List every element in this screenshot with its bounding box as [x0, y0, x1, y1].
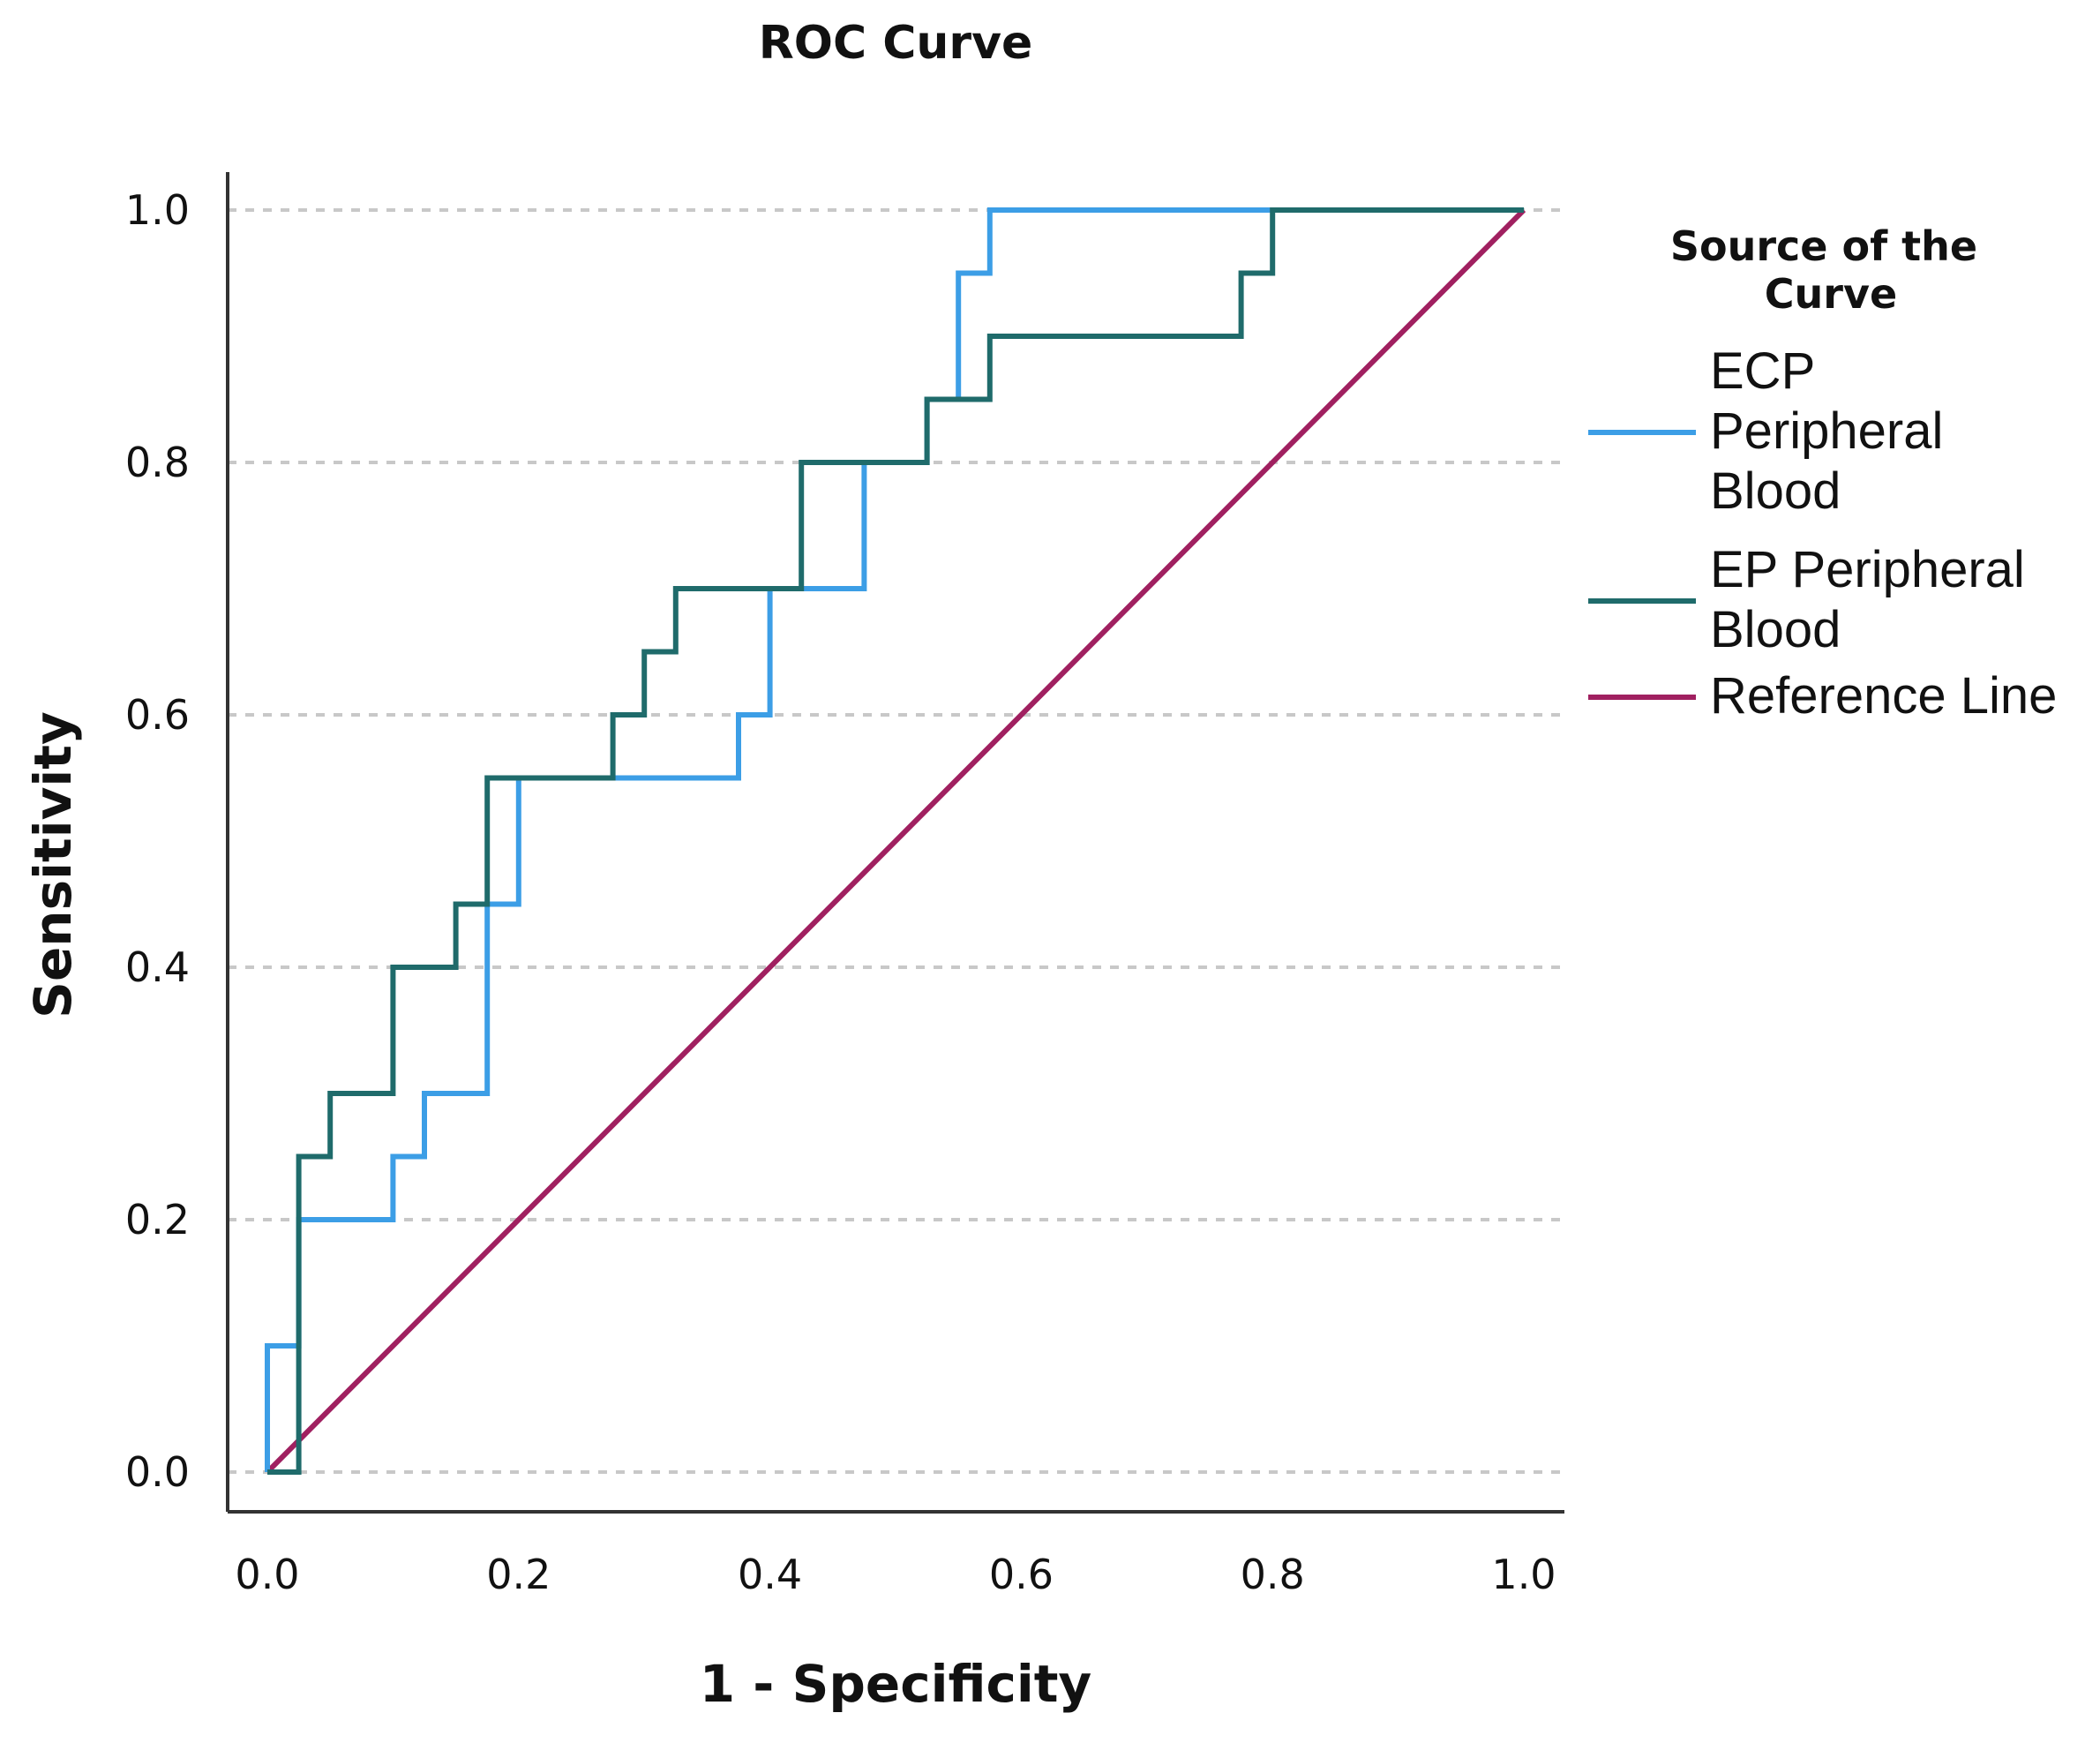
y-tick-label-4: 0.8 [125, 439, 190, 486]
y-tick-labels: 0.0 0.2 0.4 0.6 0.8 1.0 [125, 186, 190, 1496]
x-tick-labels: 0.0 0.2 0.4 0.6 0.8 1.0 [235, 1551, 1556, 1598]
y-axis-title: Sensitivity [23, 711, 83, 1018]
x-tick-label-3: 0.6 [989, 1551, 1054, 1598]
chart-title: ROC Curve [759, 17, 1033, 70]
legend-label-2-line-0: Reference Line [1710, 667, 2057, 725]
x-axis-title: 1 - Specificity [700, 1654, 1092, 1714]
legend-label-0-line-2: Blood [1710, 462, 1841, 520]
x-tick-label-2: 0.4 [738, 1551, 802, 1598]
legend-label-2: Reference Line [1710, 667, 2057, 725]
y-tick-label-0: 0.0 [125, 1448, 190, 1496]
x-tick-label-1: 0.2 [486, 1551, 551, 1598]
x-tick-label-4: 0.8 [1241, 1551, 1305, 1598]
legend-label-0-line-0: ECP [1710, 342, 1815, 400]
legend-label-1-line-0: EP Peripheral [1710, 541, 2025, 598]
y-tick-label-3: 0.6 [125, 691, 190, 739]
legend-label-1-line-1: Blood [1710, 601, 1841, 658]
legend: Source of the Curve ECP Peripheral BloodEP… [1588, 222, 2057, 725]
x-tick-label-5: 1.0 [1491, 1551, 1556, 1598]
y-tick-label-1: 0.2 [125, 1196, 190, 1243]
y-tick-label-2: 0.4 [125, 943, 190, 991]
y-tick-label-5: 1.0 [125, 186, 190, 234]
x-tick-label-0: 0.0 [235, 1551, 299, 1598]
series-line-ep-peripheral-blood [267, 207, 1524, 1475]
legend-label-0: ECP Peripheral Blood [1710, 342, 1943, 520]
legend-label-1: EP Peripheral Blood [1710, 541, 2025, 658]
axes [226, 172, 1564, 1514]
series-line-reference-line [265, 207, 1526, 1475]
legend-title-line-2: Curve [1765, 270, 1897, 318]
legend-title: Source of the Curve [1670, 222, 1991, 318]
plot-series [265, 207, 1526, 1475]
legend-label-0-line-1: Peripheral [1710, 402, 1943, 460]
legend-title-line-1: Source of the [1670, 222, 1977, 270]
